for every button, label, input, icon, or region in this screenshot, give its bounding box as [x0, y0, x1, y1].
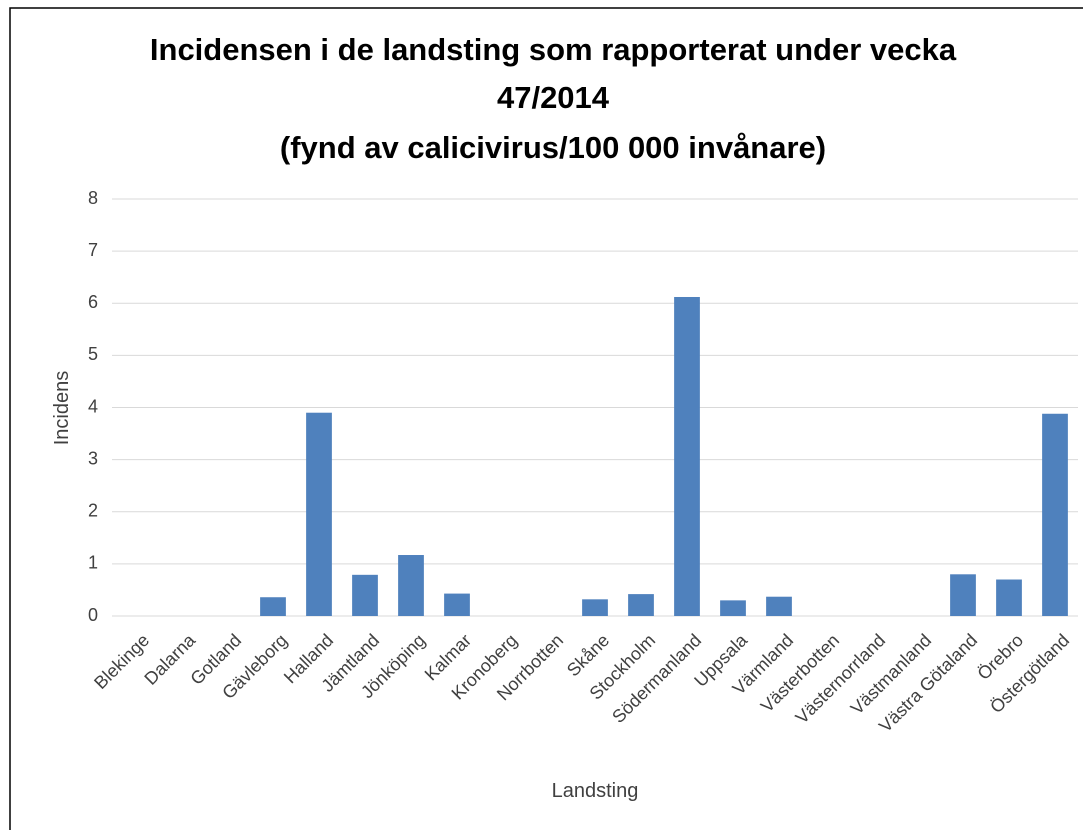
- y-tick-label: 4: [88, 396, 98, 416]
- chart-title: (fynd av calicivirus/100 000 invånare): [280, 130, 826, 165]
- bar: [582, 599, 608, 616]
- bar: [950, 574, 976, 616]
- chart-border: [9, 7, 1083, 830]
- y-tick-label: 6: [88, 292, 98, 312]
- y-tick-label: 0: [88, 605, 98, 625]
- bar: [766, 596, 792, 616]
- bar: [306, 412, 332, 616]
- y-tick-label: 3: [88, 448, 98, 468]
- bar: [352, 574, 378, 616]
- x-axis-label: Landsting: [552, 780, 639, 802]
- chart-title: 47/2014: [497, 80, 610, 115]
- bar: [674, 296, 700, 616]
- bar: [720, 600, 746, 616]
- bar: [996, 579, 1022, 616]
- y-axis-label: Incidens: [51, 371, 73, 446]
- chart-title: Incidensen i de landsting som rapportera…: [150, 32, 957, 67]
- y-tick-label: 7: [88, 240, 98, 260]
- y-tick-label: 2: [88, 501, 98, 521]
- y-tick-label: 5: [88, 344, 98, 364]
- bar: [628, 594, 654, 616]
- bar: [260, 597, 286, 616]
- bar: [1042, 413, 1068, 616]
- y-tick-label: 8: [88, 188, 98, 208]
- y-tick-label: 1: [88, 553, 98, 573]
- bar: [398, 555, 424, 616]
- bar: [444, 593, 470, 616]
